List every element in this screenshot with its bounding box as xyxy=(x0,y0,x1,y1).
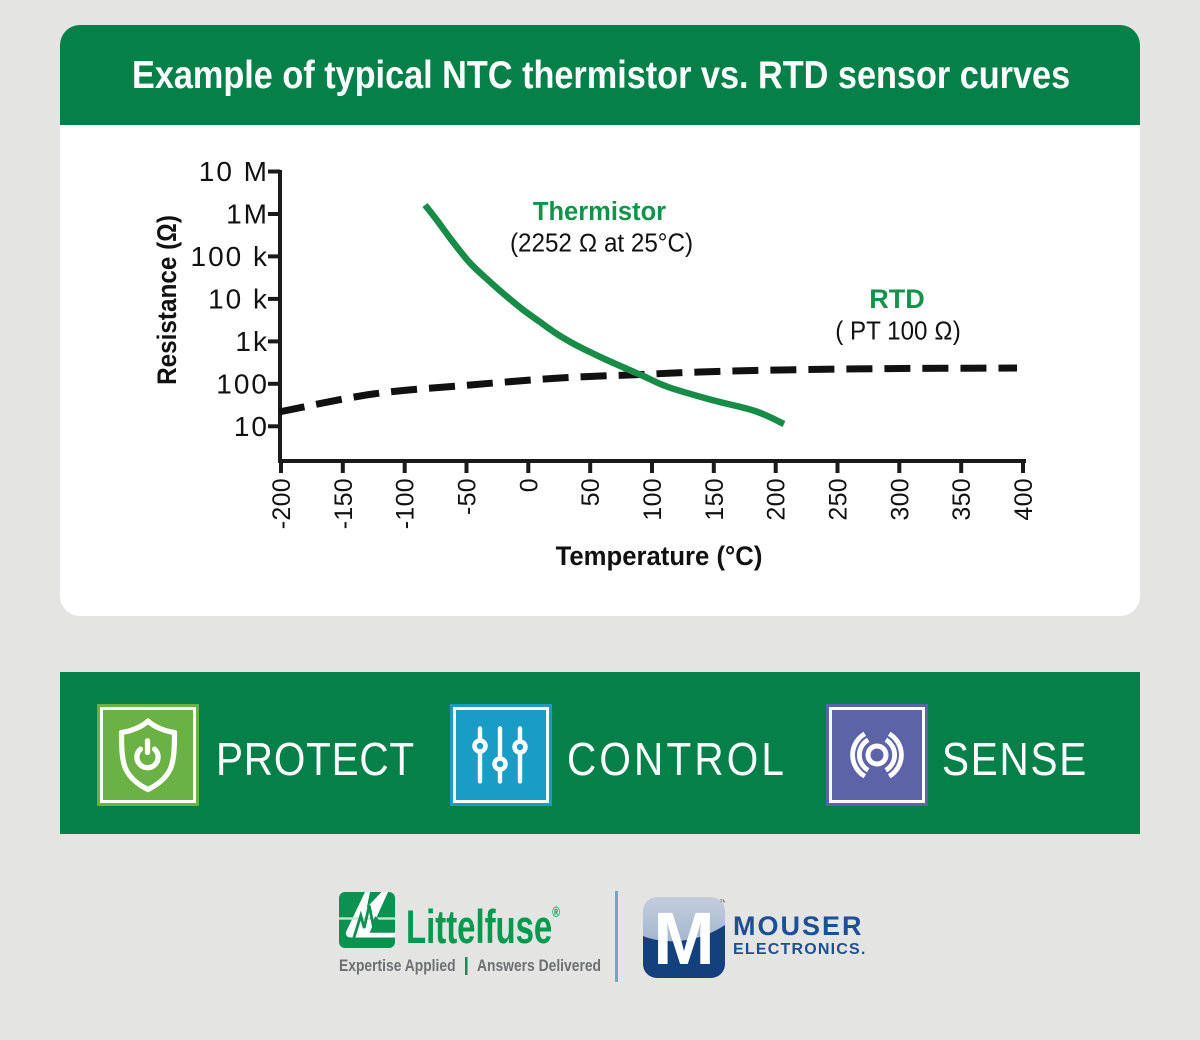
svg-text:10: 10 xyxy=(234,411,269,442)
svg-text:50: 50 xyxy=(577,478,605,506)
svg-text:350: 350 xyxy=(948,478,976,521)
svg-text:(2252 Ω at 25°C): (2252 Ω at 25°C) xyxy=(510,229,693,258)
svg-text:200: 200 xyxy=(763,478,791,521)
svg-text:( PT 100 Ω): ( PT 100 Ω) xyxy=(835,317,961,346)
svg-text:™: ™ xyxy=(719,898,725,907)
svg-text:-50: -50 xyxy=(454,478,482,515)
svg-text:M: M xyxy=(653,897,715,978)
svg-text:Temperature (°C): Temperature (°C) xyxy=(556,541,763,571)
svg-text:100: 100 xyxy=(639,478,667,521)
svg-text:-150: -150 xyxy=(330,478,358,529)
svg-text:250: 250 xyxy=(825,478,853,521)
svg-text:Thermistor: Thermistor xyxy=(533,198,666,226)
svg-text:Resistance (Ω): Resistance (Ω) xyxy=(153,215,182,385)
svg-text:1k: 1k xyxy=(235,326,269,357)
svg-text:RTD: RTD xyxy=(869,284,925,314)
svg-text:100 k: 100 k xyxy=(191,241,270,272)
svg-text:10 k: 10 k xyxy=(208,283,269,314)
svg-text:-100: -100 xyxy=(392,478,420,529)
svg-text:0: 0 xyxy=(515,478,543,492)
svg-text:10 M: 10 M xyxy=(199,156,269,187)
svg-text:100: 100 xyxy=(216,368,269,399)
svg-text:1M: 1M xyxy=(226,199,269,230)
svg-text:-200: -200 xyxy=(268,478,296,529)
svg-text:150: 150 xyxy=(701,478,729,521)
svg-text:400: 400 xyxy=(1010,478,1038,521)
svg-text:300: 300 xyxy=(886,478,914,521)
